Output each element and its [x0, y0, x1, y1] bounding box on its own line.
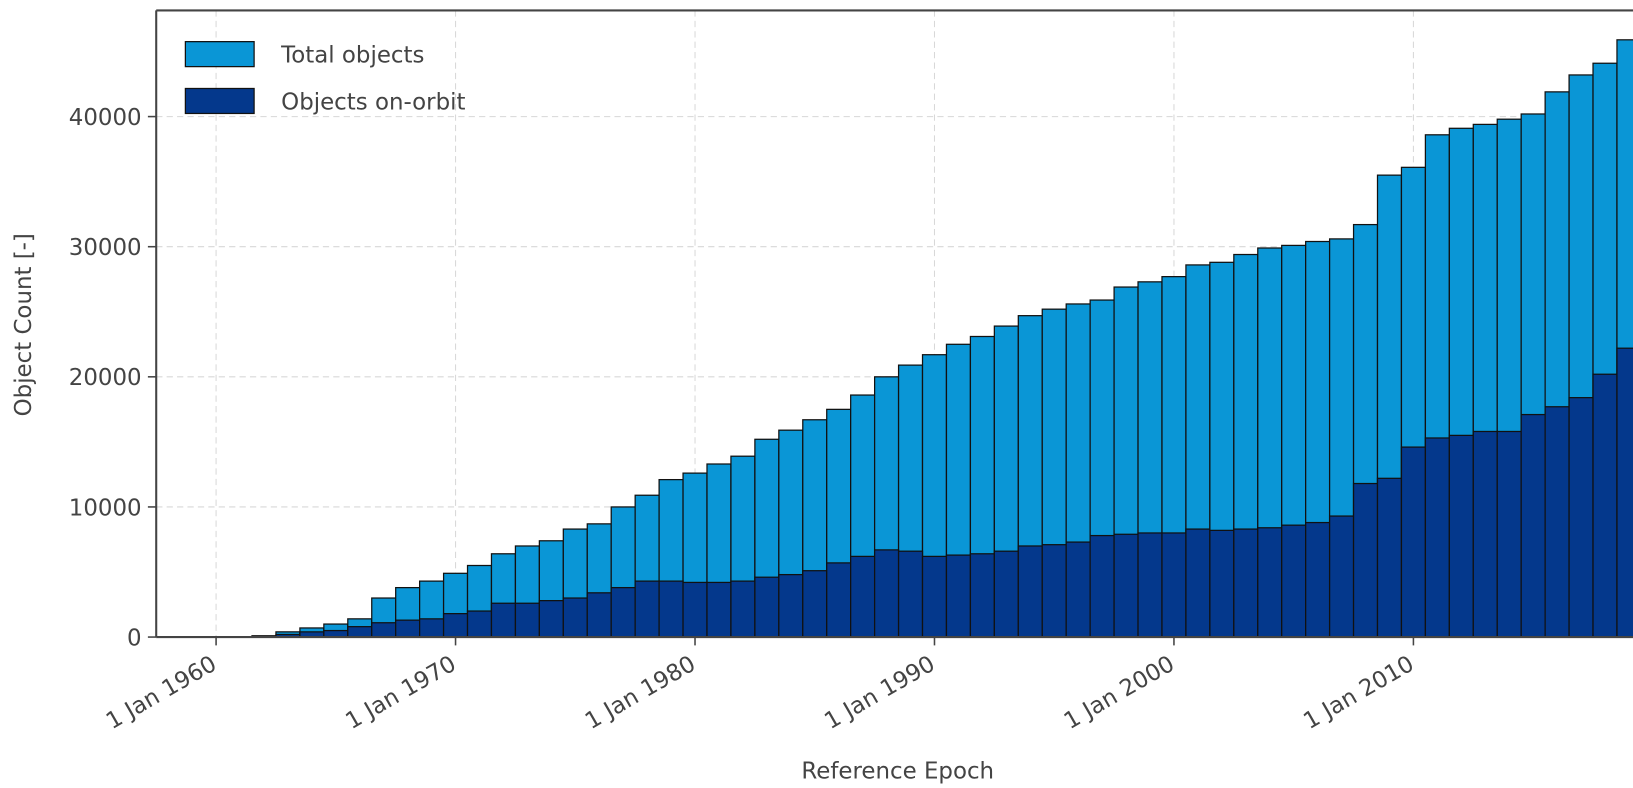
bar	[921, 555, 948, 638]
bar	[850, 555, 876, 638]
bar	[347, 626, 373, 638]
bar	[442, 613, 469, 638]
x-tick-label: 1 Jan 1990	[820, 651, 939, 735]
bar	[586, 592, 612, 638]
bar	[706, 581, 732, 638]
bar	[1544, 406, 1570, 638]
legend-label: Objects on-orbit	[281, 89, 465, 115]
bar	[610, 586, 636, 638]
x-axis-label: Reference Epoch	[801, 759, 994, 785]
x-tick-label: 1 Jan 1970	[341, 651, 460, 735]
bar	[1209, 529, 1235, 638]
bar	[730, 580, 756, 638]
bar	[1400, 446, 1427, 638]
bar	[1041, 544, 1067, 638]
bar	[1113, 533, 1139, 638]
x-tick-label: 1 Jan 1960	[102, 651, 221, 735]
bar	[778, 573, 804, 638]
bar	[1257, 527, 1283, 638]
legend-swatch	[184, 41, 255, 68]
bar	[754, 576, 780, 638]
bar	[1592, 373, 1618, 638]
bar	[1185, 528, 1211, 638]
bar	[1065, 541, 1091, 638]
bar	[897, 550, 924, 638]
bar	[1424, 437, 1450, 638]
y-tick-label: 10000	[69, 495, 142, 521]
y-tick-label: 40000	[69, 105, 142, 131]
bar	[1137, 532, 1163, 638]
bar	[1328, 515, 1355, 638]
y-axis-label: Object Count [-]	[11, 233, 37, 416]
legend: Total objects Objects on-orbit	[184, 41, 465, 115]
bar	[1376, 477, 1403, 638]
legend-swatch	[184, 87, 255, 115]
bar	[1568, 397, 1594, 638]
bar	[1017, 545, 1043, 638]
bar	[1448, 434, 1474, 638]
y-tick-label: 30000	[69, 235, 142, 261]
bar	[395, 619, 421, 638]
bar	[634, 580, 660, 638]
legend-label: Total objects	[280, 42, 424, 68]
bar	[873, 549, 900, 638]
x-tick-label: 1 Jan 2000	[1060, 651, 1179, 735]
bar	[682, 581, 708, 638]
bar	[371, 622, 397, 638]
bar	[1616, 347, 1633, 638]
bar	[490, 602, 517, 638]
bar	[826, 562, 852, 638]
bar	[562, 597, 588, 638]
bar	[538, 600, 564, 638]
bar	[1352, 482, 1379, 638]
bar	[1520, 413, 1546, 638]
bar	[1305, 521, 1331, 638]
bar	[1089, 534, 1115, 638]
bar	[1233, 528, 1259, 638]
bar	[945, 554, 972, 638]
bar	[1161, 532, 1187, 638]
y-tick-label: 20000	[69, 365, 142, 391]
bar	[1472, 430, 1498, 638]
bar	[802, 570, 828, 638]
bar	[514, 602, 540, 638]
bar	[419, 618, 445, 638]
x-tick-label: 1 Jan 2010	[1299, 651, 1418, 735]
bar	[1496, 430, 1522, 638]
y-tick-label: 0	[127, 625, 142, 651]
bar	[658, 580, 684, 638]
x-tick-label: 1 Jan 1980	[581, 651, 700, 735]
bars	[251, 39, 1633, 638]
bar	[466, 610, 493, 638]
bar	[969, 553, 995, 638]
bar	[1281, 524, 1307, 638]
bar	[993, 550, 1019, 638]
